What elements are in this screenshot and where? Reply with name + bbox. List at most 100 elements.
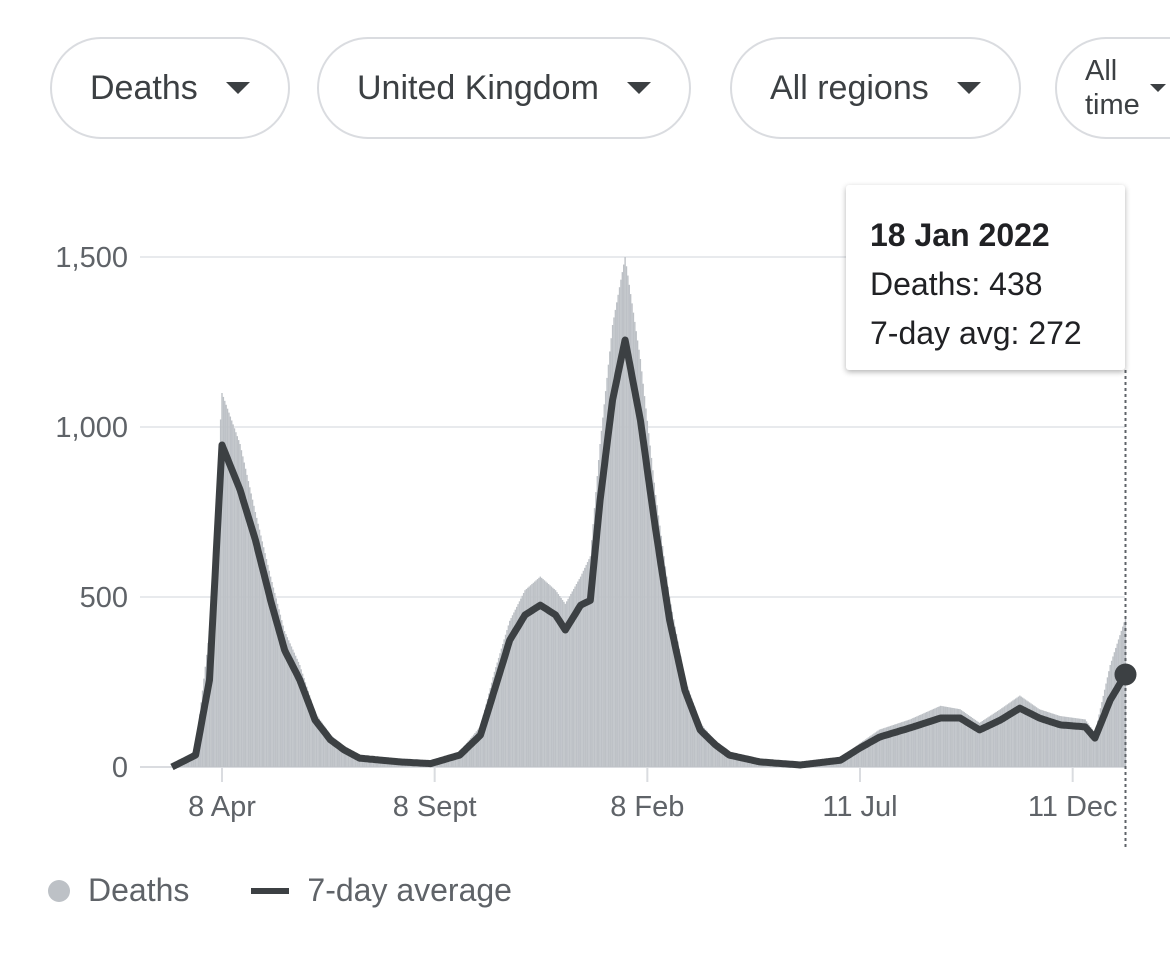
deaths-bar xyxy=(333,738,336,767)
deaths-bar xyxy=(314,712,316,767)
deaths-bar xyxy=(678,648,681,767)
deaths-bar xyxy=(916,716,918,767)
deaths-bar xyxy=(1045,711,1047,767)
deaths-bar xyxy=(1003,706,1006,767)
deaths-bar xyxy=(989,715,992,767)
deaths-bar xyxy=(479,726,482,767)
deaths-bar xyxy=(660,535,662,767)
deaths-bar xyxy=(614,309,617,767)
deaths-bar xyxy=(671,611,674,767)
deaths-bar xyxy=(577,581,579,767)
deaths-bar xyxy=(860,742,863,767)
deaths-bar xyxy=(570,593,572,767)
deaths-bar xyxy=(547,584,550,767)
deaths-bar xyxy=(1010,701,1013,767)
deaths-bar xyxy=(244,468,247,767)
hover-point[interactable] xyxy=(1114,663,1137,686)
deaths-bar xyxy=(485,704,487,767)
deaths-bar xyxy=(987,717,989,767)
deaths-bar xyxy=(856,745,858,767)
deaths-bar xyxy=(511,615,514,767)
deaths-bar xyxy=(1049,712,1052,767)
deaths-bar xyxy=(557,594,560,767)
deaths-bar xyxy=(871,734,874,767)
deaths-bar xyxy=(1076,718,1078,767)
deaths-bar xyxy=(1044,711,1046,767)
deaths-bar xyxy=(659,525,661,767)
deaths-bar xyxy=(875,731,878,767)
deaths-bar xyxy=(363,757,365,767)
deaths-bar xyxy=(880,729,882,767)
deaths-bar xyxy=(1031,704,1034,767)
deaths-bar xyxy=(1017,696,1020,767)
deaths-bar xyxy=(222,396,225,767)
country-filter-button[interactable]: United Kingdom xyxy=(317,37,691,139)
deaths-bar xyxy=(1103,689,1106,767)
tooltip-date: 18 Jan 2022 xyxy=(870,217,1050,253)
deaths-bar xyxy=(279,614,282,767)
deaths-bar xyxy=(301,673,304,767)
deaths-bar xyxy=(674,626,676,767)
deaths-bar xyxy=(313,708,315,767)
time-filter-button[interactable]: All time xyxy=(1055,37,1170,139)
deaths-bar xyxy=(675,634,678,767)
deaths-bar xyxy=(1071,717,1074,767)
deaths-bar xyxy=(219,419,222,767)
deaths-bar xyxy=(681,663,683,767)
deaths-bar xyxy=(474,733,476,767)
metric-filter-button[interactable]: Deaths xyxy=(50,37,290,139)
deaths-bar xyxy=(306,686,308,767)
deaths-bar xyxy=(492,677,494,767)
deaths-bar xyxy=(1109,665,1111,767)
deaths-bar xyxy=(956,708,959,767)
deaths-bar xyxy=(518,601,521,767)
deaths-bar xyxy=(691,698,693,767)
deaths-bar xyxy=(1101,702,1103,767)
region-filter-button[interactable]: All regions xyxy=(730,37,1021,139)
deaths-bar xyxy=(664,566,667,767)
deaths-bar xyxy=(593,508,596,767)
deaths-bar xyxy=(692,702,694,767)
deaths-bar xyxy=(938,706,940,767)
deaths-bar xyxy=(716,742,718,767)
deaths-bar xyxy=(992,713,995,767)
deaths-bar xyxy=(863,740,865,767)
deaths-bar xyxy=(513,612,515,767)
deaths-bar xyxy=(502,643,504,767)
deaths-bar xyxy=(1070,717,1072,767)
deaths-bar xyxy=(646,420,649,767)
deaths-bar xyxy=(964,713,967,767)
deaths-bar xyxy=(920,714,922,767)
deaths-bar xyxy=(717,743,719,767)
deaths-bar xyxy=(645,408,647,767)
deaths-bar xyxy=(1088,725,1091,767)
deaths-bar xyxy=(545,581,547,767)
deaths-bar xyxy=(907,719,910,767)
deaths-bar xyxy=(603,404,605,767)
deaths-bar xyxy=(705,729,707,767)
deaths-bar xyxy=(461,748,464,767)
deaths-bar xyxy=(507,625,510,767)
deaths-bar xyxy=(275,598,277,767)
deaths-bar xyxy=(571,591,573,767)
deaths-bar xyxy=(354,754,357,767)
y-tick-label: 500 xyxy=(80,582,128,614)
deaths-bar xyxy=(741,756,743,767)
deaths-bar xyxy=(345,747,347,767)
deaths-bar xyxy=(495,667,497,767)
deaths-bar xyxy=(1123,622,1125,767)
deaths-bar xyxy=(318,718,320,767)
deaths-bar xyxy=(952,707,954,767)
deaths-bar xyxy=(1028,702,1031,767)
deaths-bar xyxy=(1077,718,1079,767)
deaths-bar xyxy=(521,595,523,767)
deaths-bar xyxy=(693,706,696,767)
deaths-bar xyxy=(579,576,582,767)
deaths-bar xyxy=(1102,695,1104,767)
deaths-bar xyxy=(458,751,461,767)
deaths-bar xyxy=(942,706,945,767)
deaths-bar xyxy=(885,727,888,767)
deaths-bar xyxy=(1084,719,1086,767)
deaths-bar xyxy=(859,743,861,767)
